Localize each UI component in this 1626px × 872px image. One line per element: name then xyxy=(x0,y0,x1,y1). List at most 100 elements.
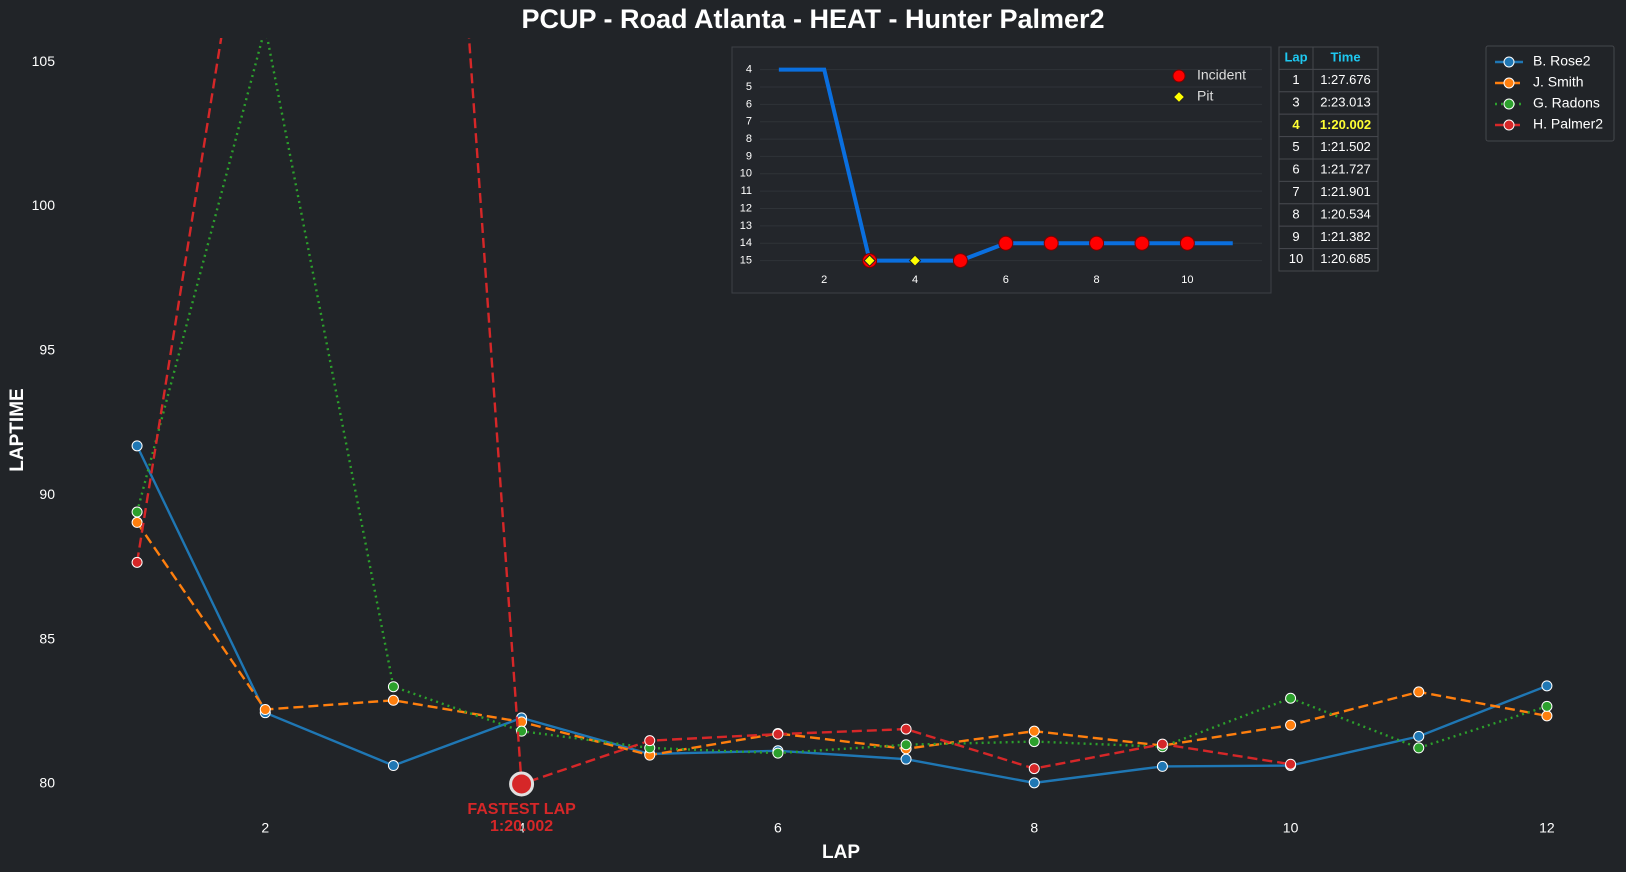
data-point xyxy=(131,556,143,568)
fastest-lap-marker xyxy=(509,771,535,797)
legend-marker xyxy=(1503,77,1515,89)
table-cell-text: 1:20.534 xyxy=(1320,206,1371,221)
data-point xyxy=(1028,725,1040,737)
y-tick-label: 90 xyxy=(39,486,55,502)
data-point xyxy=(1156,738,1168,750)
inset-x-tick-label: 8 xyxy=(1094,274,1100,286)
inset-y-tick-label: 9 xyxy=(746,150,752,162)
table-cell-text: 1:27.676 xyxy=(1320,72,1371,87)
legend-label: Incident xyxy=(1197,67,1246,83)
x-axis-label: LAP xyxy=(822,842,860,863)
incident-marker xyxy=(1043,235,1059,251)
data-point xyxy=(1028,777,1040,789)
legend-label: Pit xyxy=(1197,88,1213,104)
table-cell-text: 1 xyxy=(1292,72,1299,87)
inset-y-tick-label: 7 xyxy=(746,116,752,128)
table-cell-text: 1:21.382 xyxy=(1320,229,1371,244)
inset-y-tick-label: 4 xyxy=(746,64,752,76)
legend-marker xyxy=(1172,69,1186,83)
data-point xyxy=(131,516,143,528)
data-point xyxy=(387,760,399,772)
inset-y-tick-label: 8 xyxy=(746,133,752,145)
x-tick-label: 10 xyxy=(1283,820,1299,836)
x-tick-label: 8 xyxy=(1030,820,1038,836)
data-point xyxy=(772,747,784,759)
pit-marker xyxy=(863,254,876,267)
table-cell-text: 1:21.901 xyxy=(1320,184,1371,199)
data-point xyxy=(1541,680,1553,692)
y-tick-label: 100 xyxy=(32,197,56,213)
data-point xyxy=(1413,730,1425,742)
plot-area xyxy=(131,38,1553,790)
incident-marker xyxy=(1089,235,1105,251)
data-point xyxy=(900,753,912,765)
inset-panel xyxy=(731,46,1272,294)
data-point xyxy=(259,704,271,716)
table-cell-text: 9 xyxy=(1292,229,1299,244)
x-tick-label: 4 xyxy=(518,820,526,836)
data-point xyxy=(644,735,656,747)
legend-marker xyxy=(1503,56,1515,68)
incident-marker xyxy=(952,253,968,269)
incident-marker xyxy=(1179,235,1195,251)
annotation: FASTEST LAP xyxy=(467,801,576,818)
table-cell-text: 7 xyxy=(1292,184,1299,199)
chart-title: PCUP - Road Atlanta - HEAT - Hunter Palm… xyxy=(521,4,1104,34)
inset-x-tick-label: 2 xyxy=(821,274,827,286)
table-cell-text: 10 xyxy=(1289,251,1303,266)
series-line xyxy=(136,521,1548,757)
legend-box xyxy=(1485,45,1615,142)
data-point xyxy=(1413,686,1425,698)
table-header: Lap xyxy=(1284,50,1307,65)
inset-y-tick-label: 13 xyxy=(740,220,752,232)
annotation: 1:20.002 xyxy=(490,818,553,835)
inset-x-tick-label: 6 xyxy=(1003,274,1009,286)
inset-y-tick-label: 12 xyxy=(740,202,752,214)
data-point xyxy=(1156,760,1168,772)
x-tick-label: 6 xyxy=(774,820,782,836)
incident-marker xyxy=(1134,235,1150,251)
inset-y-tick-label: 6 xyxy=(746,98,752,110)
table-cell-text: 1:21.502 xyxy=(1320,139,1371,154)
y-tick-label: 105 xyxy=(32,53,56,69)
inset-y-tick-label: 10 xyxy=(740,168,752,180)
table-cell-text: 8 xyxy=(1292,206,1299,221)
inset-y-tick-label: 11 xyxy=(741,185,752,197)
y-tick-label: 80 xyxy=(39,775,55,791)
legend-label: G. Radons xyxy=(1533,95,1600,111)
data-point xyxy=(1541,700,1553,712)
data-point xyxy=(1028,763,1040,775)
data-point xyxy=(387,694,399,706)
table-cell xyxy=(1312,248,1379,272)
inset-x-tick-label: 4 xyxy=(912,274,918,286)
inset-y-tick-label: 5 xyxy=(746,81,752,93)
data-point xyxy=(1541,710,1553,722)
y-axis-label: LAPTIME xyxy=(7,388,28,471)
inset-y-tick-label: 15 xyxy=(740,254,752,266)
table-cell-text: 4 xyxy=(1292,117,1300,132)
data-point xyxy=(1285,719,1297,731)
legend-label: B. Rose2 xyxy=(1533,53,1591,69)
legend-marker xyxy=(1503,119,1515,131)
data-point xyxy=(131,506,143,518)
y-tick-label: 85 xyxy=(39,630,55,646)
inset-y-tick-label: 14 xyxy=(740,237,752,249)
pit-marker xyxy=(908,254,922,267)
y-tick-label: 95 xyxy=(39,342,55,358)
series-line xyxy=(136,445,1548,785)
data-point xyxy=(1413,742,1425,754)
table-cell-text: 6 xyxy=(1292,162,1299,177)
legend-marker xyxy=(1503,98,1515,110)
data-point xyxy=(1028,736,1040,748)
x-tick-label: 12 xyxy=(1539,820,1555,836)
legend-marker xyxy=(1172,90,1186,104)
table-cell-text: 1:21.727 xyxy=(1320,162,1371,177)
data-point xyxy=(131,440,143,452)
table-cell-text: 5 xyxy=(1292,139,1299,154)
incident-marker xyxy=(998,235,1014,251)
data-point xyxy=(1285,758,1297,770)
data-point xyxy=(900,723,912,735)
inset-x-tick-label: 10 xyxy=(1181,274,1193,286)
